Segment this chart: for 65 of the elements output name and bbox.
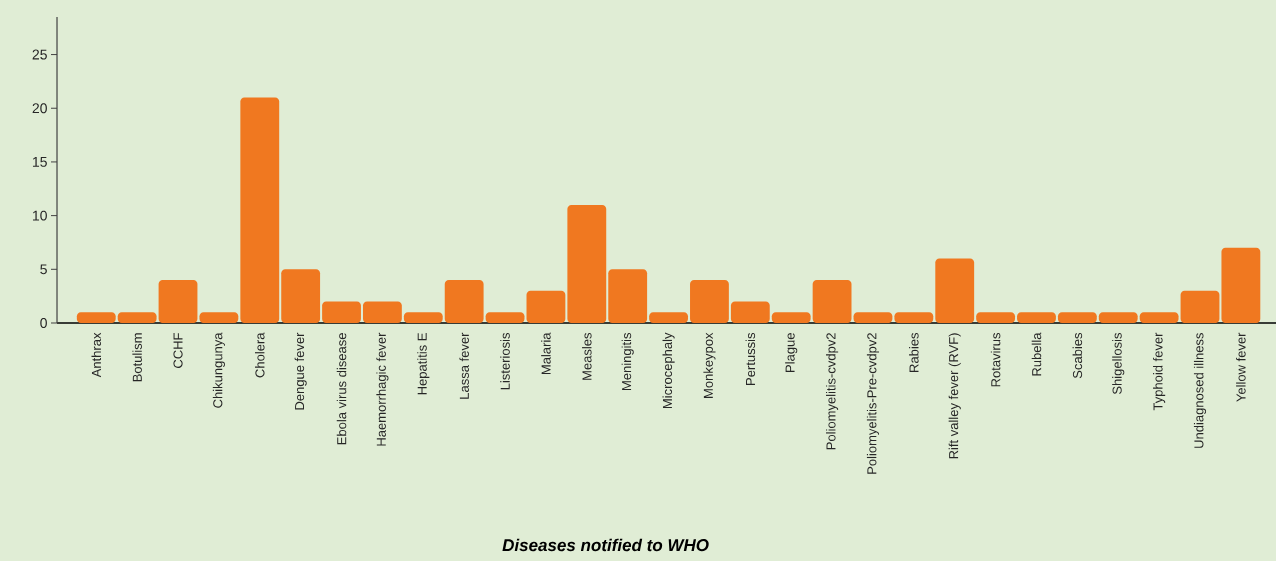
bar <box>1180 290 1220 323</box>
x-tick-label: Shigellosis <box>1112 332 1125 395</box>
bar <box>1221 247 1261 323</box>
x-tick-label: Undiagnosed illness <box>1193 333 1207 448</box>
x-tick-label: Dengue fever <box>294 332 307 410</box>
x-tick-label: Measles <box>582 332 592 380</box>
x-tick-label: Typhoid fever <box>1153 332 1166 411</box>
x-tick-label: CCHF <box>173 333 183 368</box>
x-tick-label: Listeriosis <box>500 332 510 390</box>
y-tick-label: 5 <box>40 264 47 275</box>
bar <box>812 280 852 323</box>
x-tick-label: Poliomyelitis-cvdpv2 <box>826 333 839 450</box>
bar <box>444 280 484 323</box>
bar <box>730 301 770 323</box>
bar <box>526 290 566 323</box>
bar <box>322 301 361 323</box>
bar <box>403 312 443 323</box>
x-tick-label: Rabies <box>909 332 919 372</box>
y-tick-label: 20 <box>32 103 47 114</box>
x-tick-label: Yellow fever <box>1236 332 1246 402</box>
x-tick-label: Anthrax <box>91 332 102 378</box>
bar <box>240 97 280 323</box>
x-axis-title: Diseases notified to WHO <box>502 538 709 552</box>
x-tick-label: Rotavirus <box>990 332 1001 387</box>
x-tick-label: Haemorrhagic fever <box>376 332 389 446</box>
bar <box>1139 312 1179 323</box>
bar <box>976 312 1016 323</box>
bar <box>117 312 157 323</box>
x-tick-label: Plague <box>785 333 798 372</box>
x-tick-label: Malaria <box>541 332 551 375</box>
bar <box>894 312 934 323</box>
x-tick-label: Poliomyelitis-Pre-cvdpv2 <box>866 333 880 474</box>
x-tick-label: Chikungunya <box>212 332 225 408</box>
bar <box>1098 312 1138 323</box>
x-tick-label: Monkeypox <box>703 332 716 398</box>
bar <box>362 301 402 323</box>
bar <box>567 204 607 323</box>
bar <box>649 312 688 323</box>
bar <box>485 312 525 323</box>
bar <box>1017 312 1056 323</box>
bar <box>281 269 321 323</box>
x-tick-label: Scabies <box>1072 332 1083 379</box>
x-tick-label: Meningitis <box>621 332 634 390</box>
bar <box>771 312 811 323</box>
bar <box>158 280 198 323</box>
bar <box>853 312 893 323</box>
y-tick-label: 25 <box>32 49 47 60</box>
y-tick-label: 15 <box>32 157 47 167</box>
bar <box>1057 312 1097 323</box>
bar <box>76 312 116 323</box>
bar <box>199 312 239 323</box>
bar <box>690 280 729 323</box>
x-tick-label: Pertussis <box>745 332 756 385</box>
x-tick-label: Rift valley fever (RVF) <box>948 333 961 459</box>
y-tick-label: 10 <box>32 210 47 221</box>
x-tick-label: Cholera <box>255 332 265 378</box>
bar <box>935 258 975 323</box>
x-tick-label: Botulism <box>132 333 142 382</box>
x-tick-label: Hepatitis E <box>417 333 430 395</box>
x-tick-label: Lassa fever <box>459 332 469 399</box>
x-tick-label: Rubella <box>1031 332 1042 376</box>
y-tick-label: 0 <box>40 318 47 328</box>
x-tick-label: Ebola virus disease <box>336 333 347 445</box>
x-tick-label: Microcephaly <box>662 332 675 409</box>
bar <box>608 269 648 323</box>
